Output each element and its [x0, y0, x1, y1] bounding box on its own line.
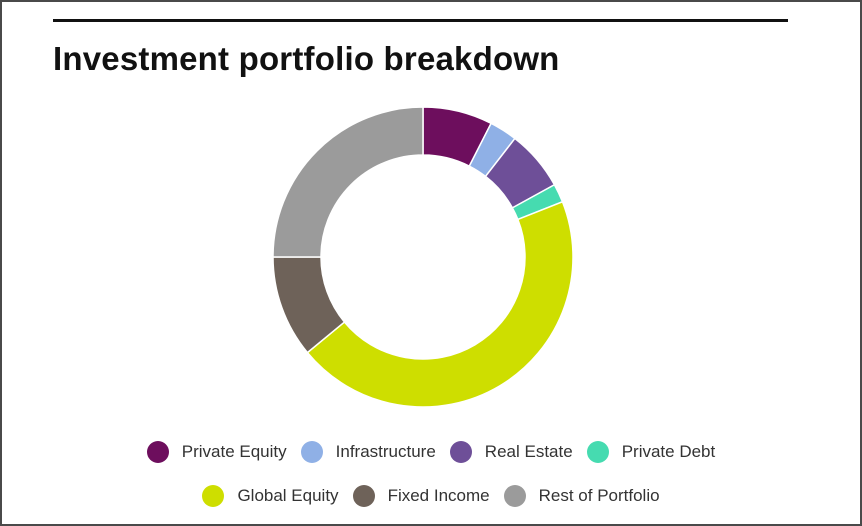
legend-swatch: [503, 485, 526, 507]
legend-swatch: [202, 485, 225, 507]
donut-chart: [272, 106, 574, 408]
legend-label: Global Equity: [237, 486, 339, 505]
legend-label: Private Equity: [181, 442, 287, 461]
legend-item-rest-of-portfolio: Rest of Portfolio: [503, 485, 660, 507]
legend-label: Fixed Income: [387, 486, 490, 505]
legend-item-infrastructure: Infrastructure: [300, 441, 436, 463]
legend-swatch: [449, 441, 472, 463]
legend-row-2: Global Equity Fixed Income Rest of Portfol…: [0, 485, 862, 507]
legend-swatch: [352, 485, 375, 507]
legend-label: Rest of Portfolio: [538, 486, 660, 505]
legend-label: Infrastructure: [335, 442, 436, 461]
legend-swatch: [146, 441, 169, 463]
legend-item-real-estate: Real Estate: [449, 441, 573, 463]
donut-slice-global-equity: [306, 200, 574, 408]
legend-item-fixed-income: Fixed Income: [352, 485, 490, 507]
legend-label: Private Debt: [621, 442, 716, 461]
donut-slice-rest-of-portfolio: [272, 106, 424, 258]
legend-swatch: [300, 441, 323, 463]
title-rule: [53, 19, 788, 22]
legend-swatch: [586, 441, 609, 463]
legend-item-private-debt: Private Debt: [586, 441, 716, 463]
legend-row-1: Private Equity Infrastructure Real Estate P…: [0, 441, 862, 463]
legend-item-private-equity: Private Equity: [146, 441, 287, 463]
legend-item-global-equity: Global Equity: [202, 485, 339, 507]
legend-label: Real Estate: [484, 442, 573, 461]
chart-title: Investment portfolio breakdown: [53, 40, 560, 77]
